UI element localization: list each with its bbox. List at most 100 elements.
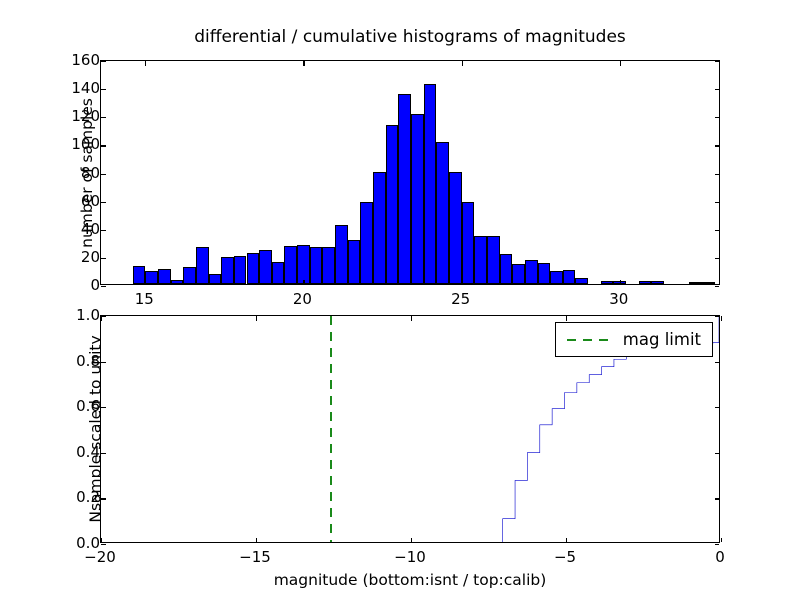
histogram-bar (335, 224, 348, 284)
histogram-bar (170, 279, 184, 284)
top-ytick-mark (101, 89, 106, 91)
histogram-bar (132, 265, 146, 284)
top-xtick-mark (303, 61, 305, 66)
bottom-ytick-label: 1.0 (76, 306, 100, 324)
histogram-bar (297, 244, 310, 284)
bottom-ytick-mark (101, 544, 106, 546)
bottom-xtick-label: −5 (553, 548, 577, 566)
histogram-bar (411, 113, 424, 284)
bottom-xtick-mark (721, 316, 723, 321)
histogram-bar (398, 94, 411, 284)
histogram-bar (259, 250, 272, 284)
top-ytick-mark (714, 201, 719, 203)
histogram-bar (474, 236, 487, 284)
histogram-bar (499, 254, 513, 284)
bottom-ytick-mark (714, 498, 719, 500)
bottom-ytick-mark (101, 361, 106, 363)
top-ytick-mark (101, 229, 106, 231)
bottom-xtick-mark (256, 537, 258, 542)
histogram-bar (448, 171, 462, 284)
histogram-bar (309, 247, 323, 284)
figure-xlabel: magnitude (bottom:isnt / top:calib) (273, 571, 547, 589)
top-ytick-label: 140 (71, 79, 100, 98)
histogram-bar (575, 278, 589, 284)
histogram-bar (613, 281, 627, 284)
bottom-ytick-mark (714, 544, 719, 546)
histogram-bar (651, 281, 665, 284)
top-ytick-label: 60 (80, 191, 100, 210)
top-xtick-mark (303, 279, 305, 284)
top-ytick-mark (101, 145, 106, 147)
histogram-bar (373, 171, 386, 284)
histogram-bar (537, 262, 551, 284)
top-ytick-mark (101, 201, 106, 203)
top-ytick-mark (101, 257, 106, 260)
bottom-xtick-mark (411, 316, 413, 321)
top-xtick-mark (145, 61, 147, 66)
top-panel-axes (100, 60, 720, 288)
top-xtick-label: 15 (134, 290, 154, 308)
top-ytick-label: 120 (71, 107, 100, 126)
top-ytick-mark (101, 61, 106, 63)
bottom-xtick-mark (101, 316, 103, 321)
histogram-bar (600, 281, 614, 284)
bottom-xtick-label: −20 (84, 548, 116, 566)
bottom-ytick-mark (101, 316, 106, 318)
histogram-bar (638, 281, 652, 284)
top-ytick-mark (101, 173, 106, 175)
top-xtick-mark (461, 279, 463, 284)
top-ytick-label: 160 (71, 51, 100, 69)
histogram-bar (562, 269, 576, 284)
bottom-xtick-label: −15 (239, 548, 271, 566)
mag-limit-dash-icon (566, 338, 609, 341)
histogram-bar (436, 141, 449, 284)
top-ytick-mark (714, 173, 719, 175)
legend: mag limit (554, 322, 713, 357)
top-ytick-label: 100 (71, 135, 100, 154)
histogram-bar (233, 255, 247, 284)
top-ytick-mark (714, 61, 719, 63)
bottom-ytick-label: 0.6 (76, 397, 100, 416)
histogram-bar (512, 264, 525, 284)
histogram-bar (322, 247, 336, 284)
bottom-ytick-mark (714, 452, 719, 454)
top-xtick-label: 30 (609, 290, 629, 308)
bottom-xtick-mark (256, 316, 258, 321)
histogram-bar (221, 257, 234, 284)
histogram-bar (524, 260, 538, 284)
top-ytick-label: 40 (80, 219, 100, 238)
bottom-ytick-mark (101, 407, 106, 409)
bottom-xtick-mark (101, 537, 103, 542)
histogram-bar (385, 125, 399, 284)
histogram-bar (271, 261, 285, 284)
histogram-bar (702, 282, 715, 284)
histogram-bar (284, 246, 298, 284)
top-ytick-label: 20 (80, 247, 100, 266)
top-ytick-mark (714, 229, 719, 231)
bottom-ytick-mark (101, 452, 106, 454)
figure-title: differential / cumulative histograms of … (194, 27, 626, 47)
histogram-bar (347, 240, 361, 284)
histogram-bar (486, 236, 500, 284)
bottom-xtick-label: −10 (394, 548, 426, 566)
top-ytick-label: 80 (80, 163, 100, 182)
histogram-bars-area (101, 61, 719, 284)
bottom-xtick-mark (721, 537, 723, 542)
bottom-ytick-label: 0.4 (76, 442, 100, 461)
histogram-bar (423, 84, 437, 284)
bottom-ytick-mark (714, 316, 719, 318)
histogram-bar (195, 247, 209, 284)
bottom-ytick-mark (714, 407, 719, 409)
bottom-ytick-label: 0.0 (76, 534, 100, 552)
histogram-bar (208, 274, 222, 284)
top-xtick-label: 25 (451, 290, 471, 308)
top-xtick-label: 20 (292, 290, 312, 308)
histogram-bar (246, 253, 260, 284)
top-xtick-mark (145, 279, 147, 284)
bottom-xtick-mark (566, 316, 568, 321)
top-ytick-mark (714, 89, 719, 91)
bottom-ytick-mark (101, 498, 106, 500)
bottom-ytick-label: 0.2 (76, 488, 100, 507)
histogram-bar (689, 282, 702, 284)
